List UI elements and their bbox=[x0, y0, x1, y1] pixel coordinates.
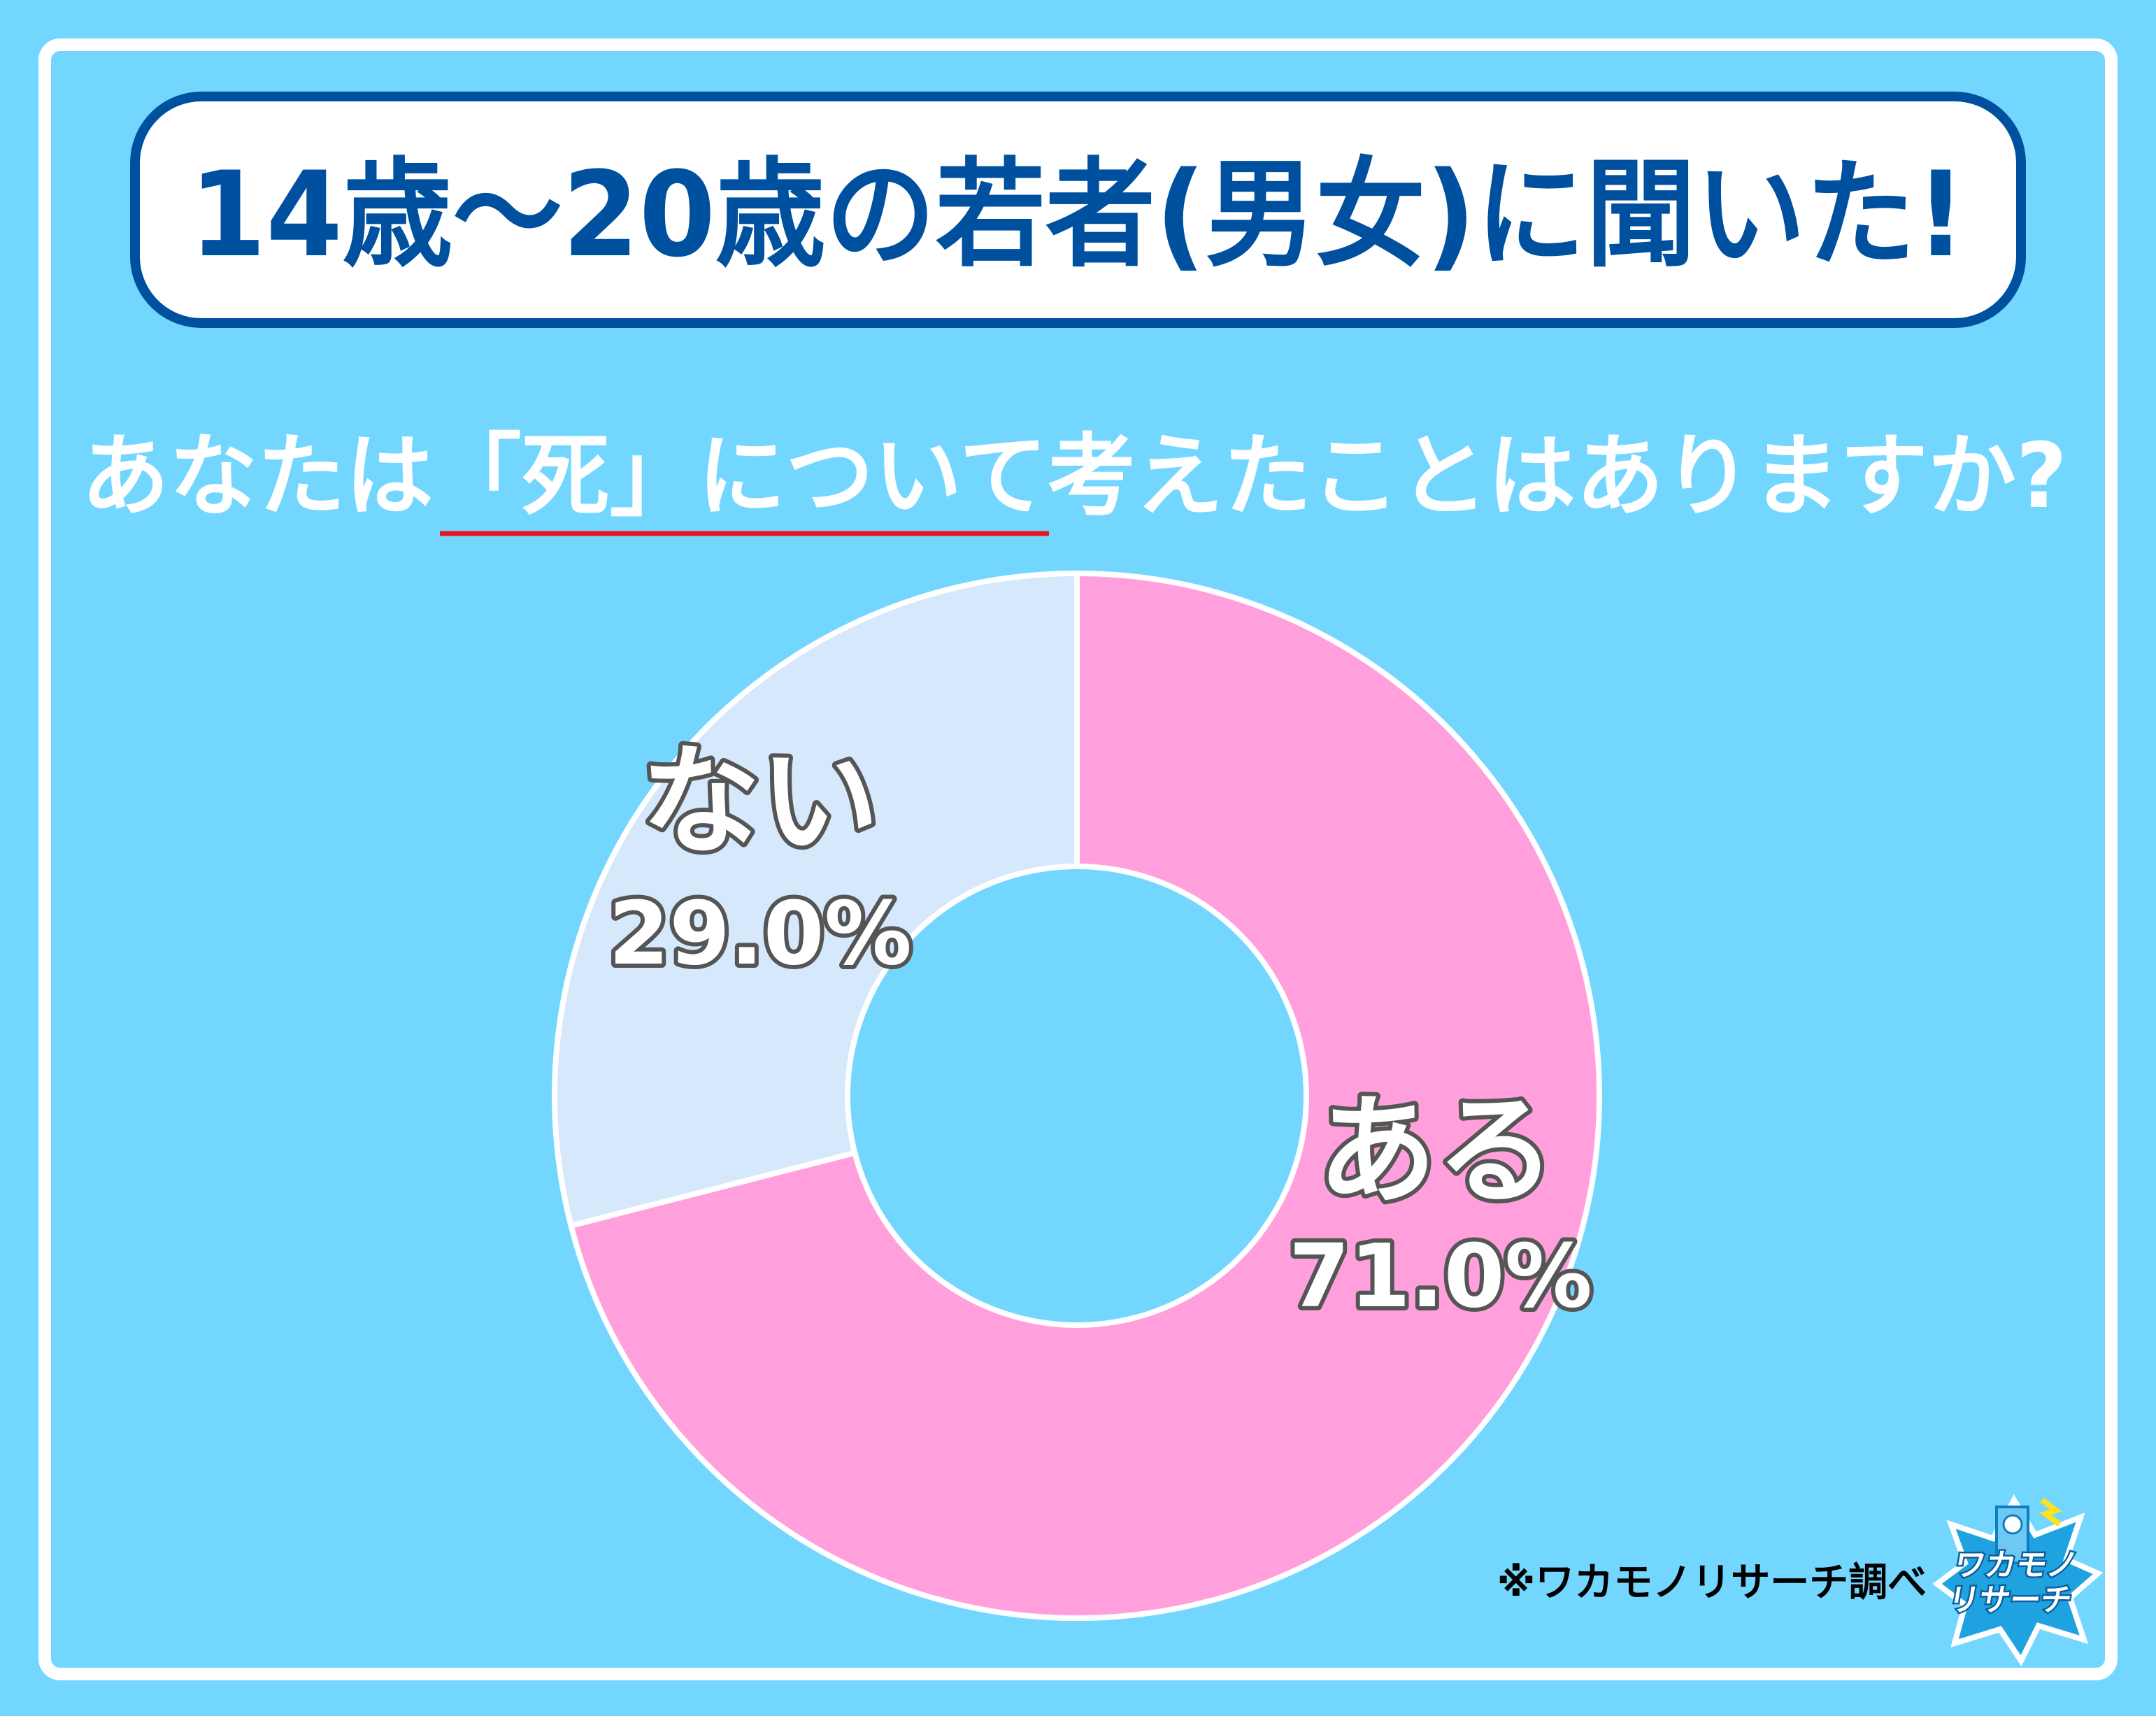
label-value-aru: 71.0% bbox=[1289, 1226, 1592, 1327]
donut-chart bbox=[552, 570, 1602, 1621]
label-value-nai: 29.0% bbox=[608, 883, 912, 985]
data-labels: ない 29.0% ある 71.0% bbox=[604, 729, 1597, 1331]
wakamono-research-logo: ワカモノ リサーチ bbox=[1932, 1494, 2104, 1666]
label-category-nai: ない bbox=[641, 733, 879, 871]
page-title: 14歳～20歳の若者(男女)に聞いた! bbox=[190, 146, 1966, 283]
svg-text:ワカモノ: ワカモノ bbox=[1951, 1547, 2080, 1583]
svg-text:リサーチ: リサーチ bbox=[1946, 1582, 2075, 1618]
question-text: あなたは「死」について考えたことはありますか? bbox=[81, 424, 2067, 529]
frame bbox=[38, 38, 2118, 1680]
donut-slice-nai bbox=[552, 570, 1080, 1229]
question: あなたは「死」について考えたことはありますか? bbox=[81, 424, 2067, 536]
donut-slice-aru bbox=[567, 570, 1602, 1621]
title-box: 14歳～20歳の若者(男女)に聞いた! bbox=[130, 92, 2026, 328]
source-note: ※ワカモノリサーチ調べ bbox=[1497, 1560, 1927, 1606]
label-category-aru: ある bbox=[1318, 1082, 1555, 1221]
